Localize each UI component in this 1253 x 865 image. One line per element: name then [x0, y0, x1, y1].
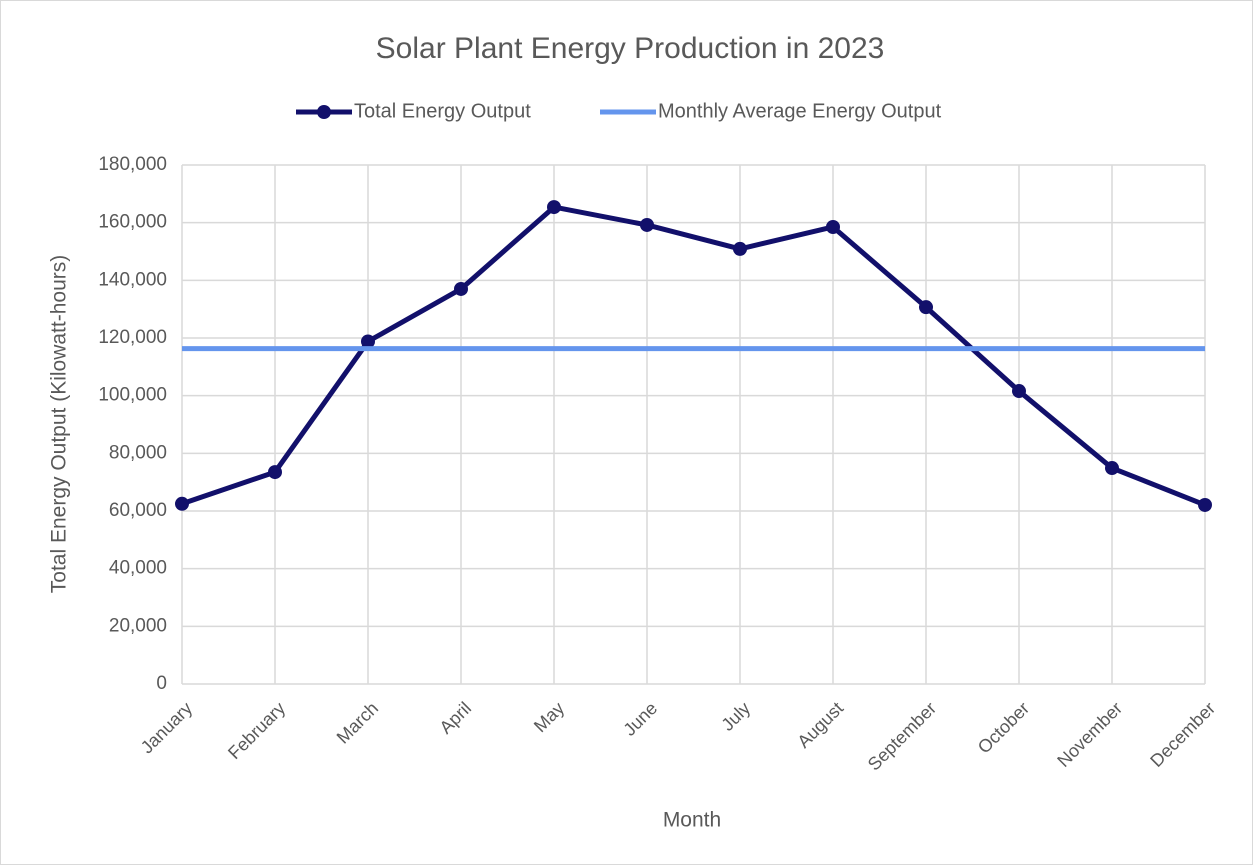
- point: [175, 496, 189, 511]
- series-line: [181, 204, 1206, 508]
- y-tick-label: 160,000: [98, 212, 167, 233]
- x-axis-title: Month: [663, 809, 721, 832]
- y-tick-label: 20,000: [109, 615, 167, 636]
- y-tick-label: 80,000: [109, 442, 167, 463]
- legend-marker: [317, 105, 331, 119]
- point: [1105, 461, 1119, 476]
- point: [640, 217, 654, 232]
- point: [547, 200, 561, 215]
- point: [1198, 497, 1212, 512]
- y-axis-title: Total Energy Output (Kilowatt-hours): [48, 255, 71, 593]
- point: [919, 300, 933, 315]
- point: [268, 465, 282, 480]
- point: [361, 334, 375, 349]
- chart-title: Solar Plant Energy Production in 2023: [376, 32, 885, 65]
- y-tick-label: 0: [156, 673, 167, 694]
- point: [826, 219, 840, 234]
- legend-label: Monthly Average Energy Output: [658, 100, 942, 122]
- legend-label: Total Energy Output: [354, 100, 531, 122]
- y-tick-label: 40,000: [109, 558, 167, 579]
- point: [1012, 384, 1026, 399]
- y-tick-label: 120,000: [98, 327, 167, 348]
- y-tick-label: 180,000: [98, 154, 167, 175]
- point: [733, 241, 747, 256]
- point: [454, 281, 468, 296]
- y-tick-label: 60,000: [109, 500, 167, 521]
- y-tick-label: 100,000: [98, 385, 167, 406]
- y-tick-label: 140,000: [98, 269, 167, 290]
